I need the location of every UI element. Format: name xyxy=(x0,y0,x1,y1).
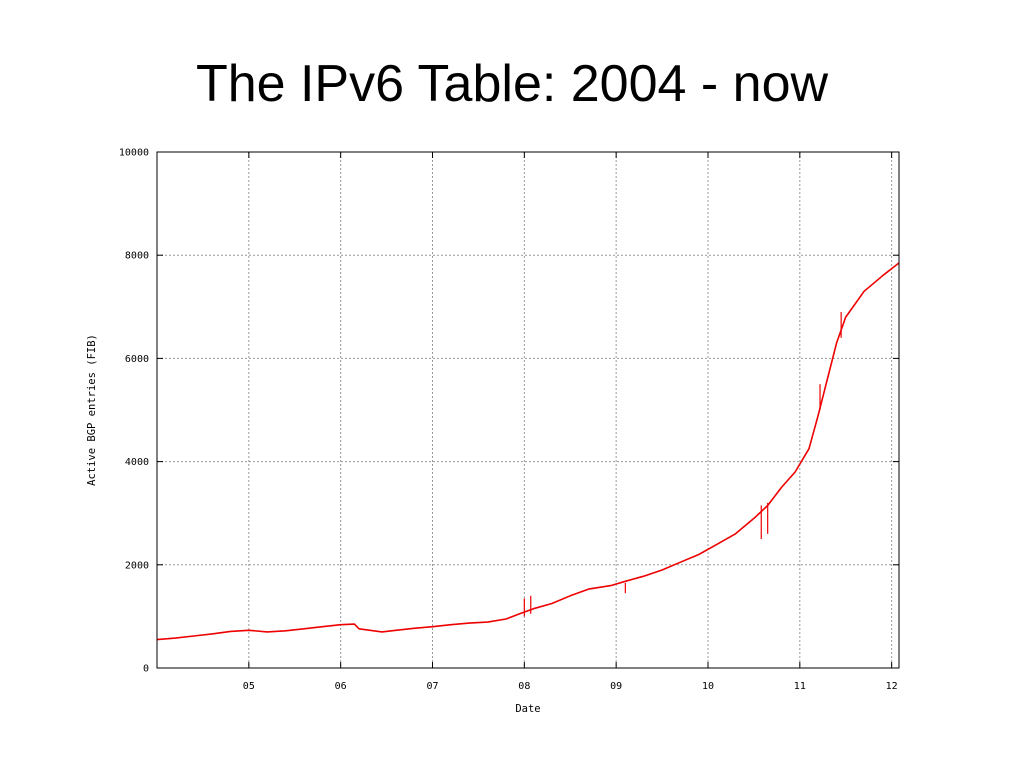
x-axis-label: Date xyxy=(515,703,540,715)
x-tick-label: 05 xyxy=(243,681,255,692)
grid-lines xyxy=(157,152,899,668)
x-tick-label: 06 xyxy=(335,681,347,692)
x-tick-label: 10 xyxy=(702,681,714,692)
x-tick-label: 09 xyxy=(610,681,622,692)
y-tick-label: 4000 xyxy=(125,457,149,468)
x-tick-label: 12 xyxy=(886,681,898,692)
series-line xyxy=(156,262,900,641)
y-axis-label: Active BGP entries (FIB) xyxy=(86,334,98,486)
y-tick-label: 2000 xyxy=(125,560,149,571)
y-tick-label: 8000 xyxy=(125,251,149,262)
y-tick-label: 0 xyxy=(143,664,149,675)
x-tick-label: 08 xyxy=(518,681,530,692)
y-tick-label: 6000 xyxy=(125,354,149,365)
x-tick-label: 07 xyxy=(426,681,438,692)
slide-title: The IPv6 Table: 2004 - now xyxy=(195,55,829,113)
axis-ticks: 0 2000 4000 6000 8000 10000 05 06 07 08 09 10 11 12 xyxy=(119,148,899,692)
series-layer xyxy=(156,262,900,641)
x-tick-label: 11 xyxy=(794,681,806,692)
plot-area-frame xyxy=(156,151,900,669)
y-tick-label: 10000 xyxy=(119,148,149,159)
